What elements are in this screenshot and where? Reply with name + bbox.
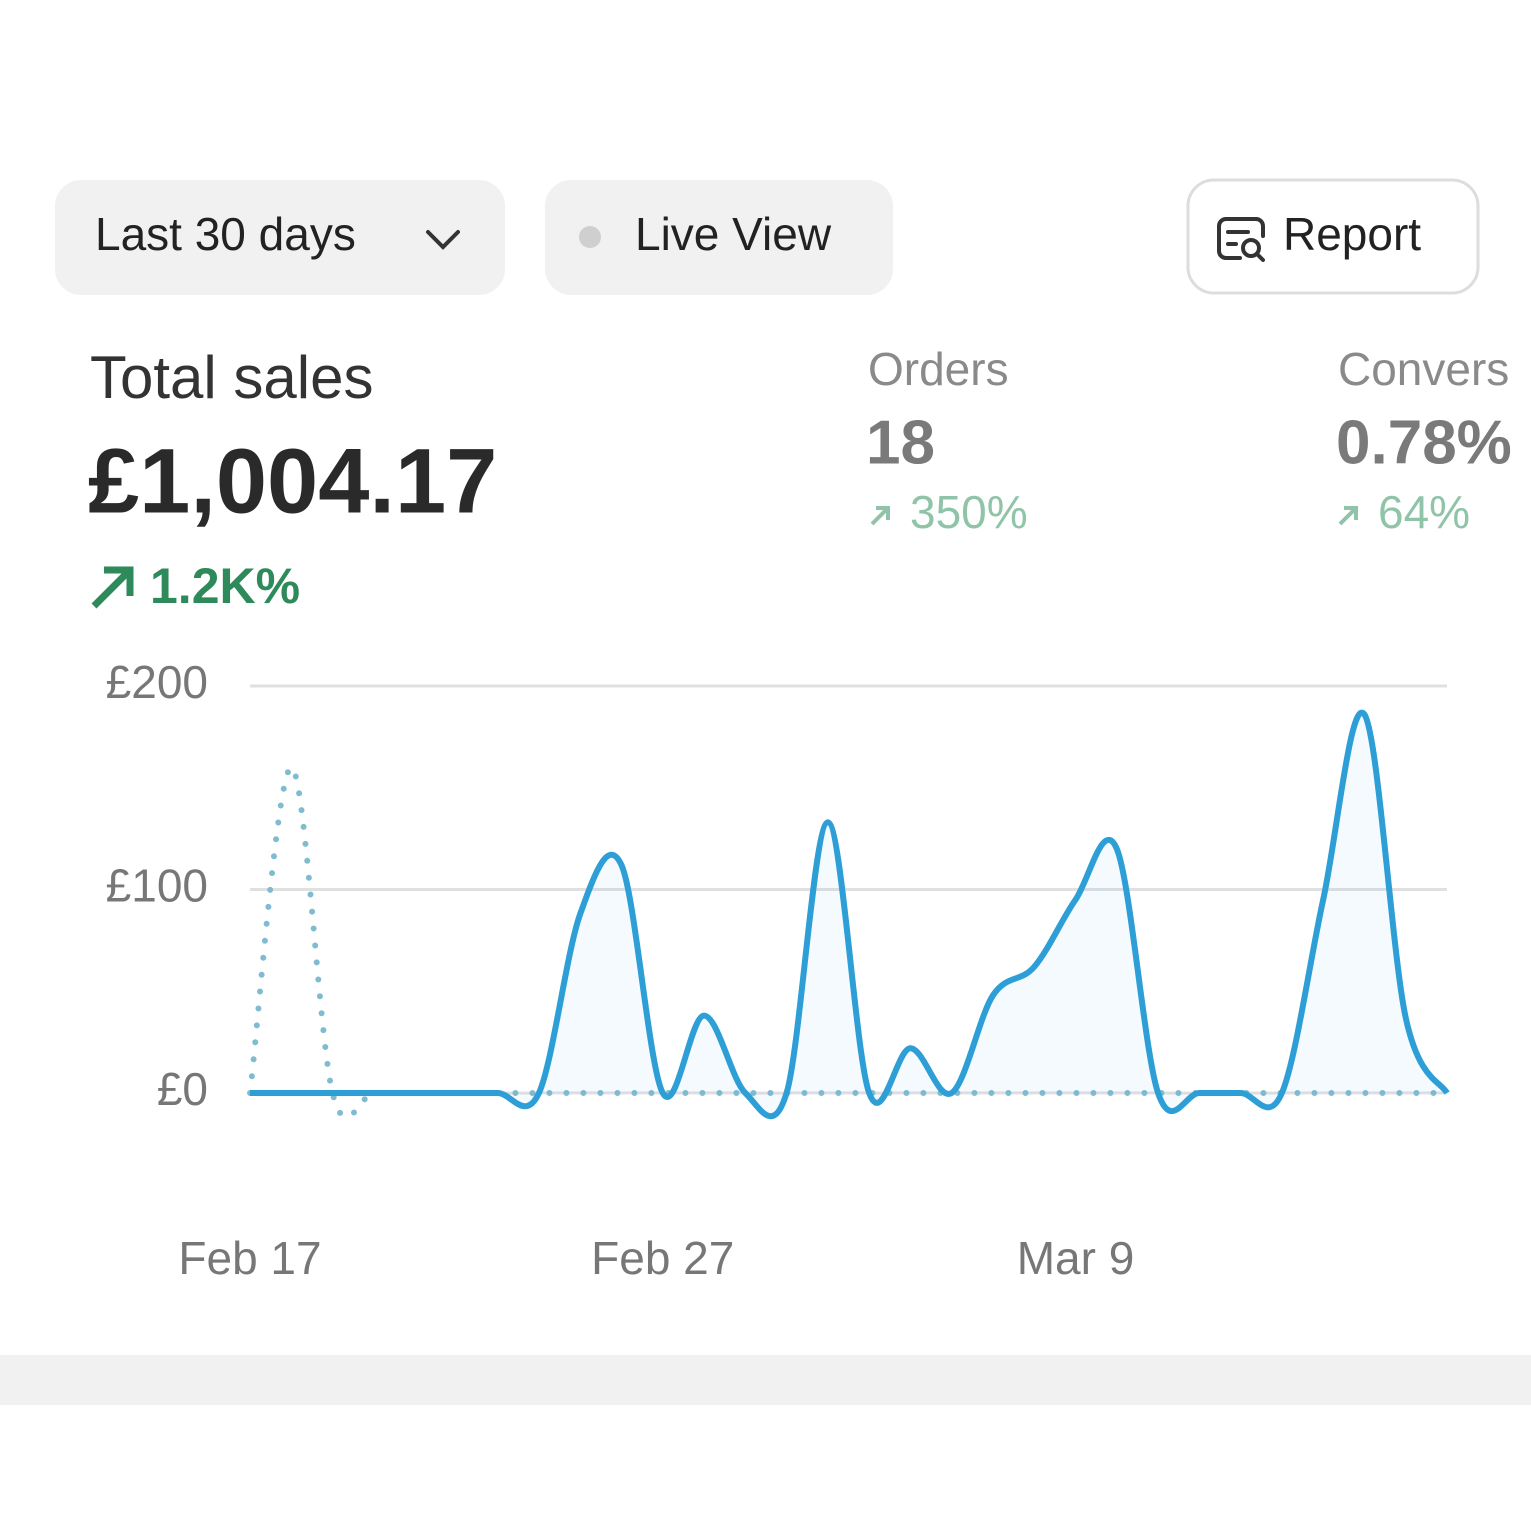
up-arrow <box>1338 506 1358 526</box>
sales-chart: £0 £100 £200 Feb 17 Feb 27 Mar 9 <box>106 656 1450 1284</box>
up-arrow <box>91 566 134 609</box>
x-tick-label: Mar 9 <box>1017 1232 1135 1284</box>
date-range-label: Last 30 days <box>95 208 356 260</box>
report-icon <box>1217 217 1265 262</box>
metric-value: 0.78% <box>1336 408 1512 477</box>
date-range-button[interactable]: Last 30 days <box>55 180 505 295</box>
metric-change: 350% <box>910 486 1028 538</box>
line <box>250 709 1450 1120</box>
live-view-label: Live View <box>635 208 832 260</box>
metric-label: Orders <box>868 343 1009 395</box>
metric-label: Convers <box>1338 343 1509 395</box>
metric-change: 64% <box>1378 486 1470 538</box>
chevron <box>426 230 460 250</box>
up-arrow <box>870 506 890 526</box>
metric-label: Total sales <box>90 344 373 411</box>
y-tick-label: £0 <box>157 1063 208 1115</box>
button-bg <box>545 180 893 295</box>
area <box>250 712 1447 1117</box>
footer-band <box>0 1355 1531 1405</box>
metric-change: 1.2K% <box>150 558 300 614</box>
metric-value: 18 <box>866 408 935 477</box>
y-tick-label: £200 <box>106 656 208 708</box>
x-tick-label: Feb 17 <box>178 1232 321 1284</box>
button-bg <box>1186 178 1480 295</box>
status-dot <box>579 226 601 248</box>
report-label: Report <box>1283 208 1421 260</box>
x-tick-label: Feb 27 <box>591 1232 734 1284</box>
y-tick-label: £100 <box>106 860 208 912</box>
live-view-button[interactable]: Live View <box>545 180 893 295</box>
button-bg <box>55 180 505 295</box>
report-button[interactable]: Report <box>1186 178 1480 295</box>
metric-value: £1,004.17 <box>88 430 497 532</box>
